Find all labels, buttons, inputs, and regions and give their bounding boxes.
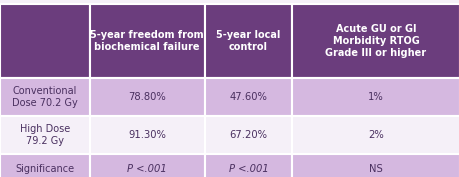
Bar (204, 154, 291, 177)
Bar (291, 4, 459, 78)
Text: P <.001: P <.001 (228, 164, 268, 174)
Bar (0, 4, 90, 78)
Text: Acute GU or GI
Morbidity RTOG
Grade III or higher: Acute GU or GI Morbidity RTOG Grade III … (325, 24, 425, 58)
Text: Conventional
Dose 70.2 Gy: Conventional Dose 70.2 Gy (12, 86, 78, 108)
Bar (291, 154, 459, 177)
Text: P <.001: P <.001 (127, 164, 167, 174)
Text: 91.30%: 91.30% (128, 130, 166, 140)
Bar (204, 78, 291, 116)
Text: 67.20%: 67.20% (229, 130, 267, 140)
Text: 5-year local
control: 5-year local control (216, 30, 280, 52)
Bar (90, 78, 204, 116)
Bar (0, 154, 90, 177)
Text: NS: NS (369, 164, 382, 174)
Bar (90, 154, 204, 177)
Text: 2%: 2% (367, 130, 383, 140)
Bar (0, 116, 90, 154)
Bar (291, 78, 459, 116)
Text: 47.60%: 47.60% (229, 92, 267, 102)
Bar (291, 116, 459, 154)
Bar (0, 78, 90, 116)
Bar (204, 4, 291, 78)
Text: High Dose
79.2 Gy: High Dose 79.2 Gy (20, 124, 70, 146)
Text: 1%: 1% (367, 92, 383, 102)
Text: Significance: Significance (15, 164, 74, 174)
Bar (90, 116, 204, 154)
Bar (90, 4, 204, 78)
Text: 78.80%: 78.80% (128, 92, 166, 102)
Text: 5-year freedom from
biochemical failure: 5-year freedom from biochemical failure (90, 30, 204, 52)
Bar (204, 116, 291, 154)
